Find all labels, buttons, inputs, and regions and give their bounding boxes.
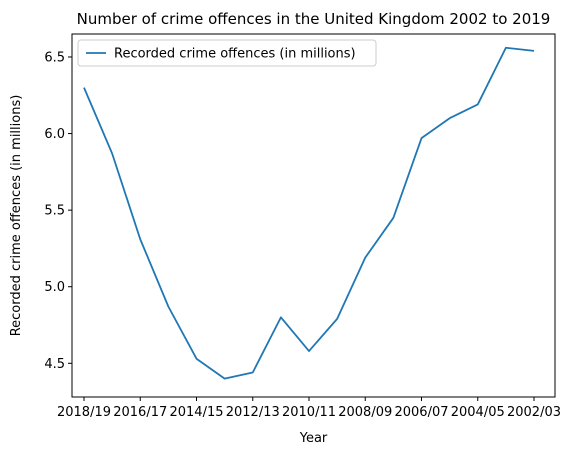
x-tick-label: 2014/15	[169, 405, 223, 420]
y-tick-label: 4.5	[44, 357, 65, 372]
series-line	[83, 46, 535, 380]
y-tick-label: 5.0	[44, 280, 65, 295]
x-tick-label: 2012/13	[226, 405, 280, 420]
x-tick-label: 2008/09	[338, 405, 392, 420]
plot-frame	[71, 33, 556, 398]
y-tick-label: 6.5	[44, 50, 65, 65]
legend-label: Recorded crime offences (in millions)	[114, 47, 356, 62]
legend: Recorded crime offences (in millions)	[77, 39, 377, 67]
y-tick-label: 6.0	[44, 127, 65, 142]
chart-title: Number of crime offences in the United K…	[77, 10, 551, 28]
legend-box	[77, 39, 377, 67]
x-tick-label: 2016/17	[113, 405, 167, 420]
x-tick-label: 2002/03	[507, 405, 561, 420]
x-tick-label: 2004/05	[451, 405, 505, 420]
x-axis-label: Year	[299, 431, 328, 446]
y-axis-label: Recorded crime offences (in millions)	[9, 95, 24, 337]
x-tick-label: 2018/19	[57, 405, 111, 420]
x-tick-label: 2010/11	[282, 405, 336, 420]
series-group	[83, 46, 535, 380]
x-axis: 2018/19 2016/17 2014/15 2012/13 2010/11 2008/…	[57, 397, 561, 420]
x-tick-label: 2006/07	[394, 405, 448, 420]
y-axis: 4.5 5.0 5.5 6.0 6.5	[44, 50, 72, 372]
y-tick-label: 5.5	[44, 204, 65, 219]
